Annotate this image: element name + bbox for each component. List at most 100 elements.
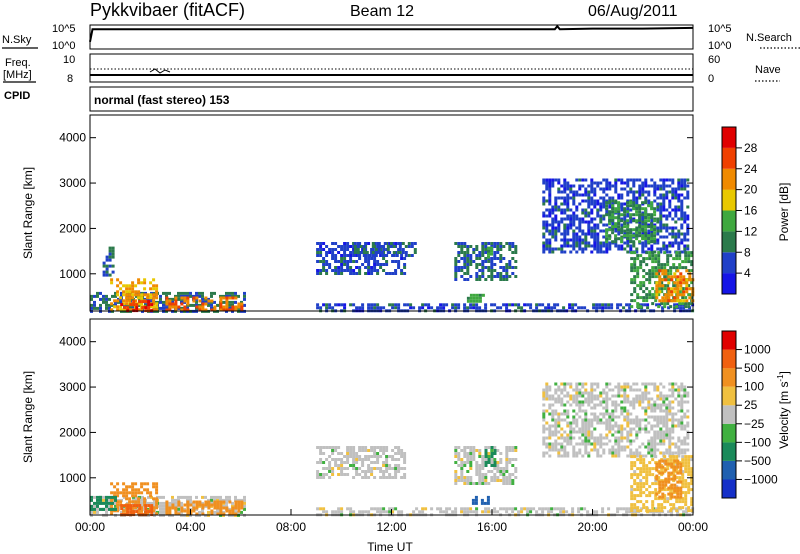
heatmap-cell-power bbox=[165, 291, 168, 295]
heatmap-cell-velocity bbox=[490, 455, 494, 458]
heatmap-cell-power bbox=[686, 193, 690, 197]
heatmap-cell-power bbox=[593, 202, 597, 206]
heatmap-cell-power bbox=[677, 187, 681, 191]
heatmap-cell-velocity bbox=[671, 394, 675, 398]
heatmap-cell-velocity bbox=[234, 495, 237, 499]
heatmap-cell-velocity bbox=[219, 512, 223, 516]
heatmap-cell-power bbox=[490, 272, 494, 275]
heatmap-cell-velocity bbox=[650, 424, 654, 428]
heatmap-cell-power bbox=[626, 201, 630, 205]
heatmap-cell-power bbox=[493, 269, 497, 272]
heatmap-cell-power bbox=[635, 199, 639, 203]
heatmap-cell-velocity bbox=[623, 436, 627, 440]
heatmap-cell-power bbox=[451, 306, 455, 310]
heatmap-cell-power bbox=[125, 290, 129, 294]
heatmap-cell-velocity bbox=[150, 495, 153, 499]
heatmap-cell-velocity bbox=[484, 510, 488, 514]
heatmap-cell-power bbox=[654, 269, 658, 273]
heatmap-cell-velocity bbox=[551, 394, 555, 398]
heatmap-cell-power bbox=[617, 201, 621, 205]
heatmap-cell-velocity bbox=[656, 448, 660, 452]
heatmap-cell-velocity bbox=[617, 442, 621, 446]
heatmap-cell-velocity bbox=[403, 458, 407, 461]
heatmap-cell-velocity bbox=[355, 467, 359, 470]
heatmap-cell-power bbox=[677, 241, 681, 245]
heatmap-cell-power bbox=[554, 202, 558, 206]
heatmap-cell-power bbox=[138, 297, 141, 301]
heatmap-cell-power bbox=[228, 296, 232, 300]
heatmap-cell-power bbox=[412, 306, 416, 310]
heatmap-cell-velocity bbox=[633, 461, 637, 465]
heatmap-cell-power bbox=[644, 231, 648, 235]
heatmap-cell-velocity bbox=[132, 501, 135, 505]
heatmap-cell-power bbox=[660, 290, 664, 294]
heatmap-cell-velocity bbox=[635, 424, 639, 428]
heatmap-cell-power bbox=[656, 241, 660, 245]
heatmap-cell-power bbox=[481, 293, 485, 297]
heatmap-cell-velocity bbox=[502, 467, 506, 470]
heatmap-cell-velocity bbox=[680, 418, 684, 422]
heatmap-cell-power bbox=[614, 225, 618, 229]
heatmap-cell-velocity bbox=[683, 436, 687, 440]
heatmap-cell-velocity bbox=[683, 385, 687, 389]
freq-panel: Freq. [MHz] 10 8 60 0 Nave bbox=[3, 53, 781, 85]
heatmap-cell-power bbox=[228, 294, 231, 298]
heatmap-cell-velocity bbox=[665, 448, 669, 452]
heatmap-cell-power bbox=[641, 241, 645, 245]
heatmap-cell-power bbox=[496, 245, 500, 248]
heatmap-cell-power bbox=[682, 281, 686, 285]
heatmap-cell-power bbox=[362, 248, 366, 251]
heatmap-cell-power bbox=[680, 211, 684, 215]
heatmap-cell-power bbox=[517, 303, 521, 307]
heatmap-cell-power bbox=[584, 214, 588, 218]
heatmap-cell-power bbox=[391, 272, 395, 275]
heatmap-cell-velocity bbox=[505, 452, 509, 455]
heatmap-cell-power bbox=[575, 226, 579, 230]
heatmap-cell-power bbox=[587, 220, 591, 224]
heatmap-cell-power bbox=[602, 196, 606, 200]
heatmap-cell-velocity bbox=[662, 430, 666, 434]
heatmap-cell-power bbox=[352, 269, 356, 272]
heatmap-cell-power bbox=[195, 296, 199, 300]
heatmap-cell-velocity bbox=[671, 436, 675, 440]
heatmap-cell-velocity bbox=[243, 507, 246, 511]
heatmap-cell-power bbox=[180, 291, 183, 295]
heatmap-cell-power bbox=[674, 208, 678, 212]
heatmap-cell-power bbox=[654, 275, 658, 279]
heatmap-cell-power bbox=[677, 217, 681, 221]
heatmap-cell-power bbox=[645, 251, 649, 255]
heatmap-cell-velocity bbox=[457, 446, 461, 449]
heatmap-cell-power bbox=[125, 299, 129, 303]
heatmap-cell-power bbox=[674, 238, 678, 242]
heatmap-cell-velocity bbox=[681, 464, 685, 468]
heatmap-cell-power bbox=[623, 202, 627, 206]
heatmap-cell-velocity bbox=[234, 512, 238, 516]
heatmap-cell-velocity bbox=[370, 446, 374, 449]
heatmap-cell-velocity bbox=[331, 467, 335, 470]
heatmap-cell-velocity bbox=[554, 442, 558, 446]
heatmap-cell-velocity bbox=[681, 506, 685, 510]
heatmap-cell-power bbox=[578, 223, 582, 227]
heatmap-cell-velocity bbox=[572, 400, 576, 404]
heatmap-cell-velocity bbox=[231, 504, 234, 508]
heatmap-cell-power bbox=[675, 254, 679, 258]
heatmap-cell-power bbox=[596, 214, 600, 218]
heatmap-cell-power bbox=[150, 303, 154, 307]
heatmap-cell-velocity bbox=[140, 509, 144, 513]
heatmap-cell-velocity bbox=[677, 448, 681, 452]
heatmap-cell-velocity bbox=[210, 512, 214, 516]
heatmap-cell-velocity bbox=[394, 446, 398, 449]
heatmap-cell-velocity bbox=[328, 446, 332, 449]
heatmap-cell-velocity bbox=[635, 388, 639, 392]
heatmap-cell-power bbox=[397, 306, 401, 310]
heatmap-cell-power bbox=[198, 303, 201, 307]
heatmap-cell-velocity bbox=[608, 415, 612, 419]
heatmap-cell-power bbox=[602, 244, 606, 248]
heatmap-cell-power bbox=[331, 257, 335, 260]
heatmap-cell-velocity bbox=[653, 418, 657, 422]
heatmap-cell-power bbox=[472, 293, 476, 297]
heatmap-cell-power bbox=[630, 278, 634, 282]
heatmap-cell-velocity bbox=[105, 495, 108, 499]
heatmap-cell-power bbox=[635, 196, 639, 200]
heatmap-cell-velocity bbox=[581, 409, 585, 413]
